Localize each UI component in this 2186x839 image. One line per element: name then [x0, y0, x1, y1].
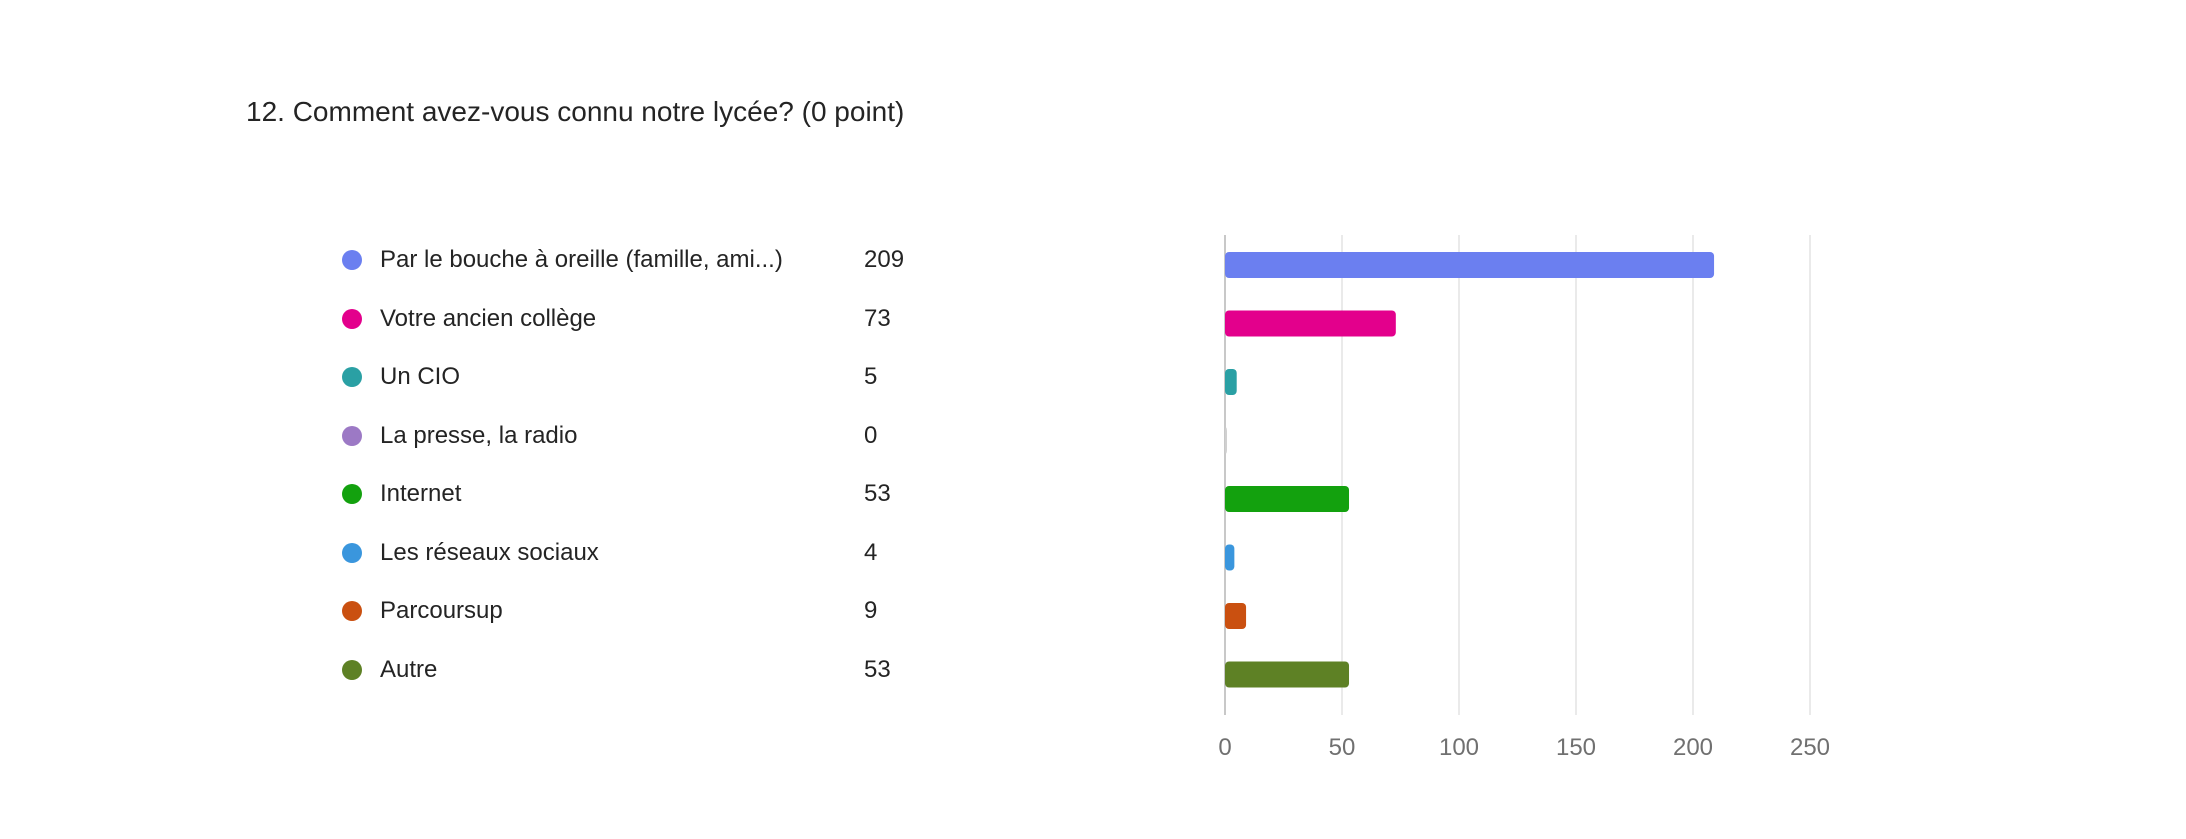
- legend-dot-icon: [342, 367, 362, 387]
- legend-item: Autre 53: [342, 650, 1042, 690]
- legend-count: 53: [864, 480, 891, 507]
- legend-dot-icon: [342, 425, 362, 446]
- legend-dot-icon: [342, 601, 362, 621]
- bar[interactable]: [1225, 661, 1350, 688]
- legend-item: Internet 53: [342, 474, 1042, 514]
- legend-count: 73: [864, 304, 891, 332]
- legend-item: Un CIO 5: [342, 357, 1042, 397]
- legend-dot-icon: [342, 250, 362, 270]
- legend-count: 53: [864, 655, 891, 683]
- legend-label: Par le bouche à oreille (famille, ami...…: [380, 246, 783, 273]
- legend-label: Parcoursup: [380, 597, 503, 624]
- legend-label: Internet: [380, 480, 462, 507]
- legend-item: La presse, la radio 0: [342, 416, 1042, 456]
- x-tick-label: 50: [1329, 734, 1356, 761]
- legend-item: Les réseaux sociaux 4: [342, 533, 1042, 573]
- legend-dot-icon: [342, 484, 362, 504]
- legend-count: 0: [864, 421, 878, 449]
- legend-dot-icon: [342, 308, 362, 329]
- legend-item: Parcoursup 9: [342, 591, 1042, 631]
- bar[interactable]: [1225, 603, 1247, 629]
- bar[interactable]: [1225, 544, 1235, 571]
- x-tick-label: 0: [1218, 734, 1231, 761]
- legend-count: 209: [864, 246, 905, 273]
- legend-label: Autre: [380, 655, 438, 683]
- x-tick-label: 200: [1673, 734, 1713, 761]
- bar[interactable]: [1225, 427, 1227, 454]
- legend-dot-icon: [342, 542, 362, 563]
- x-tick-label: 250: [1790, 734, 1830, 761]
- question-title: 12. Comment avez-vous connu notre lycée?…: [246, 96, 905, 127]
- bar[interactable]: [1225, 486, 1350, 512]
- x-tick-label: 150: [1556, 734, 1596, 761]
- legend-label: La presse, la radio: [380, 421, 578, 449]
- legend-count: 9: [864, 597, 878, 624]
- legend-label: Un CIO: [380, 363, 461, 390]
- legend-count: 4: [864, 538, 878, 566]
- bar[interactable]: [1225, 252, 1715, 278]
- bar[interactable]: [1225, 369, 1237, 395]
- legend-label: Votre ancien collège: [380, 304, 597, 332]
- x-tick-label: 100: [1439, 734, 1479, 761]
- bar[interactable]: [1225, 310, 1396, 337]
- legend-item: Votre ancien collège 73: [342, 299, 1042, 339]
- legend-dot-icon: [342, 659, 362, 680]
- legend-item: Par le bouche à oreille (famille, ami...…: [342, 240, 1042, 280]
- legend-label: Les réseaux sociaux: [380, 538, 599, 566]
- legend-count: 5: [864, 363, 878, 390]
